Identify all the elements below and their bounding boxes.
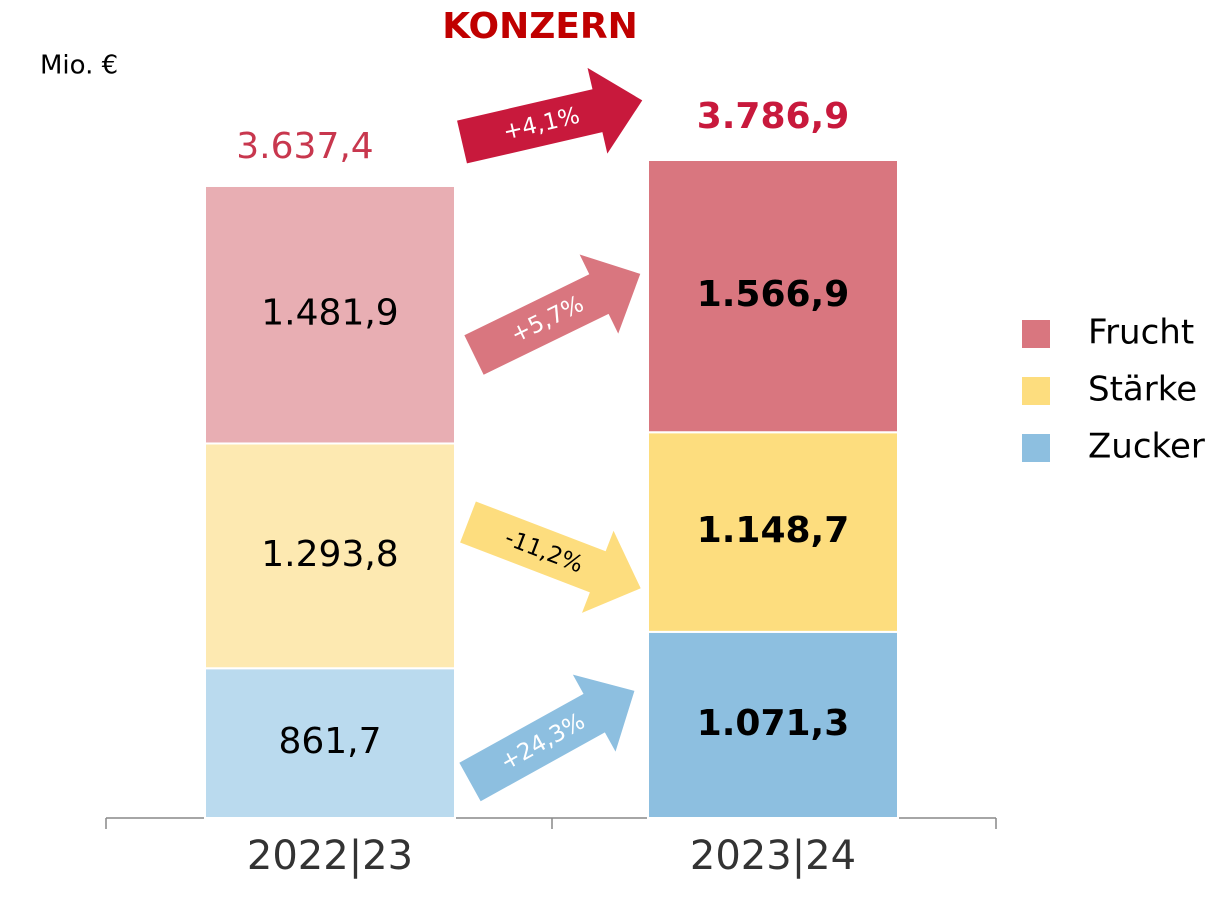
change-arrow: +4,1%	[457, 67, 643, 164]
legend-swatch	[1022, 434, 1050, 462]
arrow-shape	[460, 501, 641, 613]
arrow-shape	[457, 67, 643, 164]
legend-swatch	[1022, 377, 1050, 405]
legend-label: Stärke	[1088, 370, 1197, 410]
arrow-shape	[459, 674, 635, 802]
total-label: 3.786,9	[697, 96, 850, 137]
total-label: 3.637,4	[236, 126, 373, 167]
bar-segment	[647, 431, 899, 633]
bar-segment	[647, 159, 899, 434]
change-arrow: -11,2%	[460, 501, 641, 613]
change-arrow: +5,7%	[464, 254, 641, 375]
value-label: 1.566,9	[697, 274, 850, 315]
value-label: 1.071,3	[697, 703, 850, 744]
unit-label: Mio. €	[40, 51, 118, 81]
legend-label: Zucker	[1088, 427, 1205, 467]
x-tick-label: 2023|24	[690, 833, 856, 879]
change-arrow: +24,3%	[459, 674, 635, 802]
value-label: 1.481,9	[261, 293, 398, 334]
x-tick-label: 2022|23	[247, 833, 413, 879]
bar-segment	[647, 630, 899, 820]
bar-segment	[204, 667, 456, 819]
bar-segment	[204, 184, 456, 445]
arrow-shape	[464, 254, 641, 375]
value-label: 861,7	[278, 721, 381, 762]
chart-title: KONZERN	[442, 6, 638, 47]
legend-label: Frucht	[1088, 313, 1194, 353]
bar-segment	[204, 442, 456, 670]
legend-swatch	[1022, 320, 1050, 348]
value-label: 1.148,7	[697, 510, 850, 551]
value-label: 1.293,8	[261, 534, 398, 575]
